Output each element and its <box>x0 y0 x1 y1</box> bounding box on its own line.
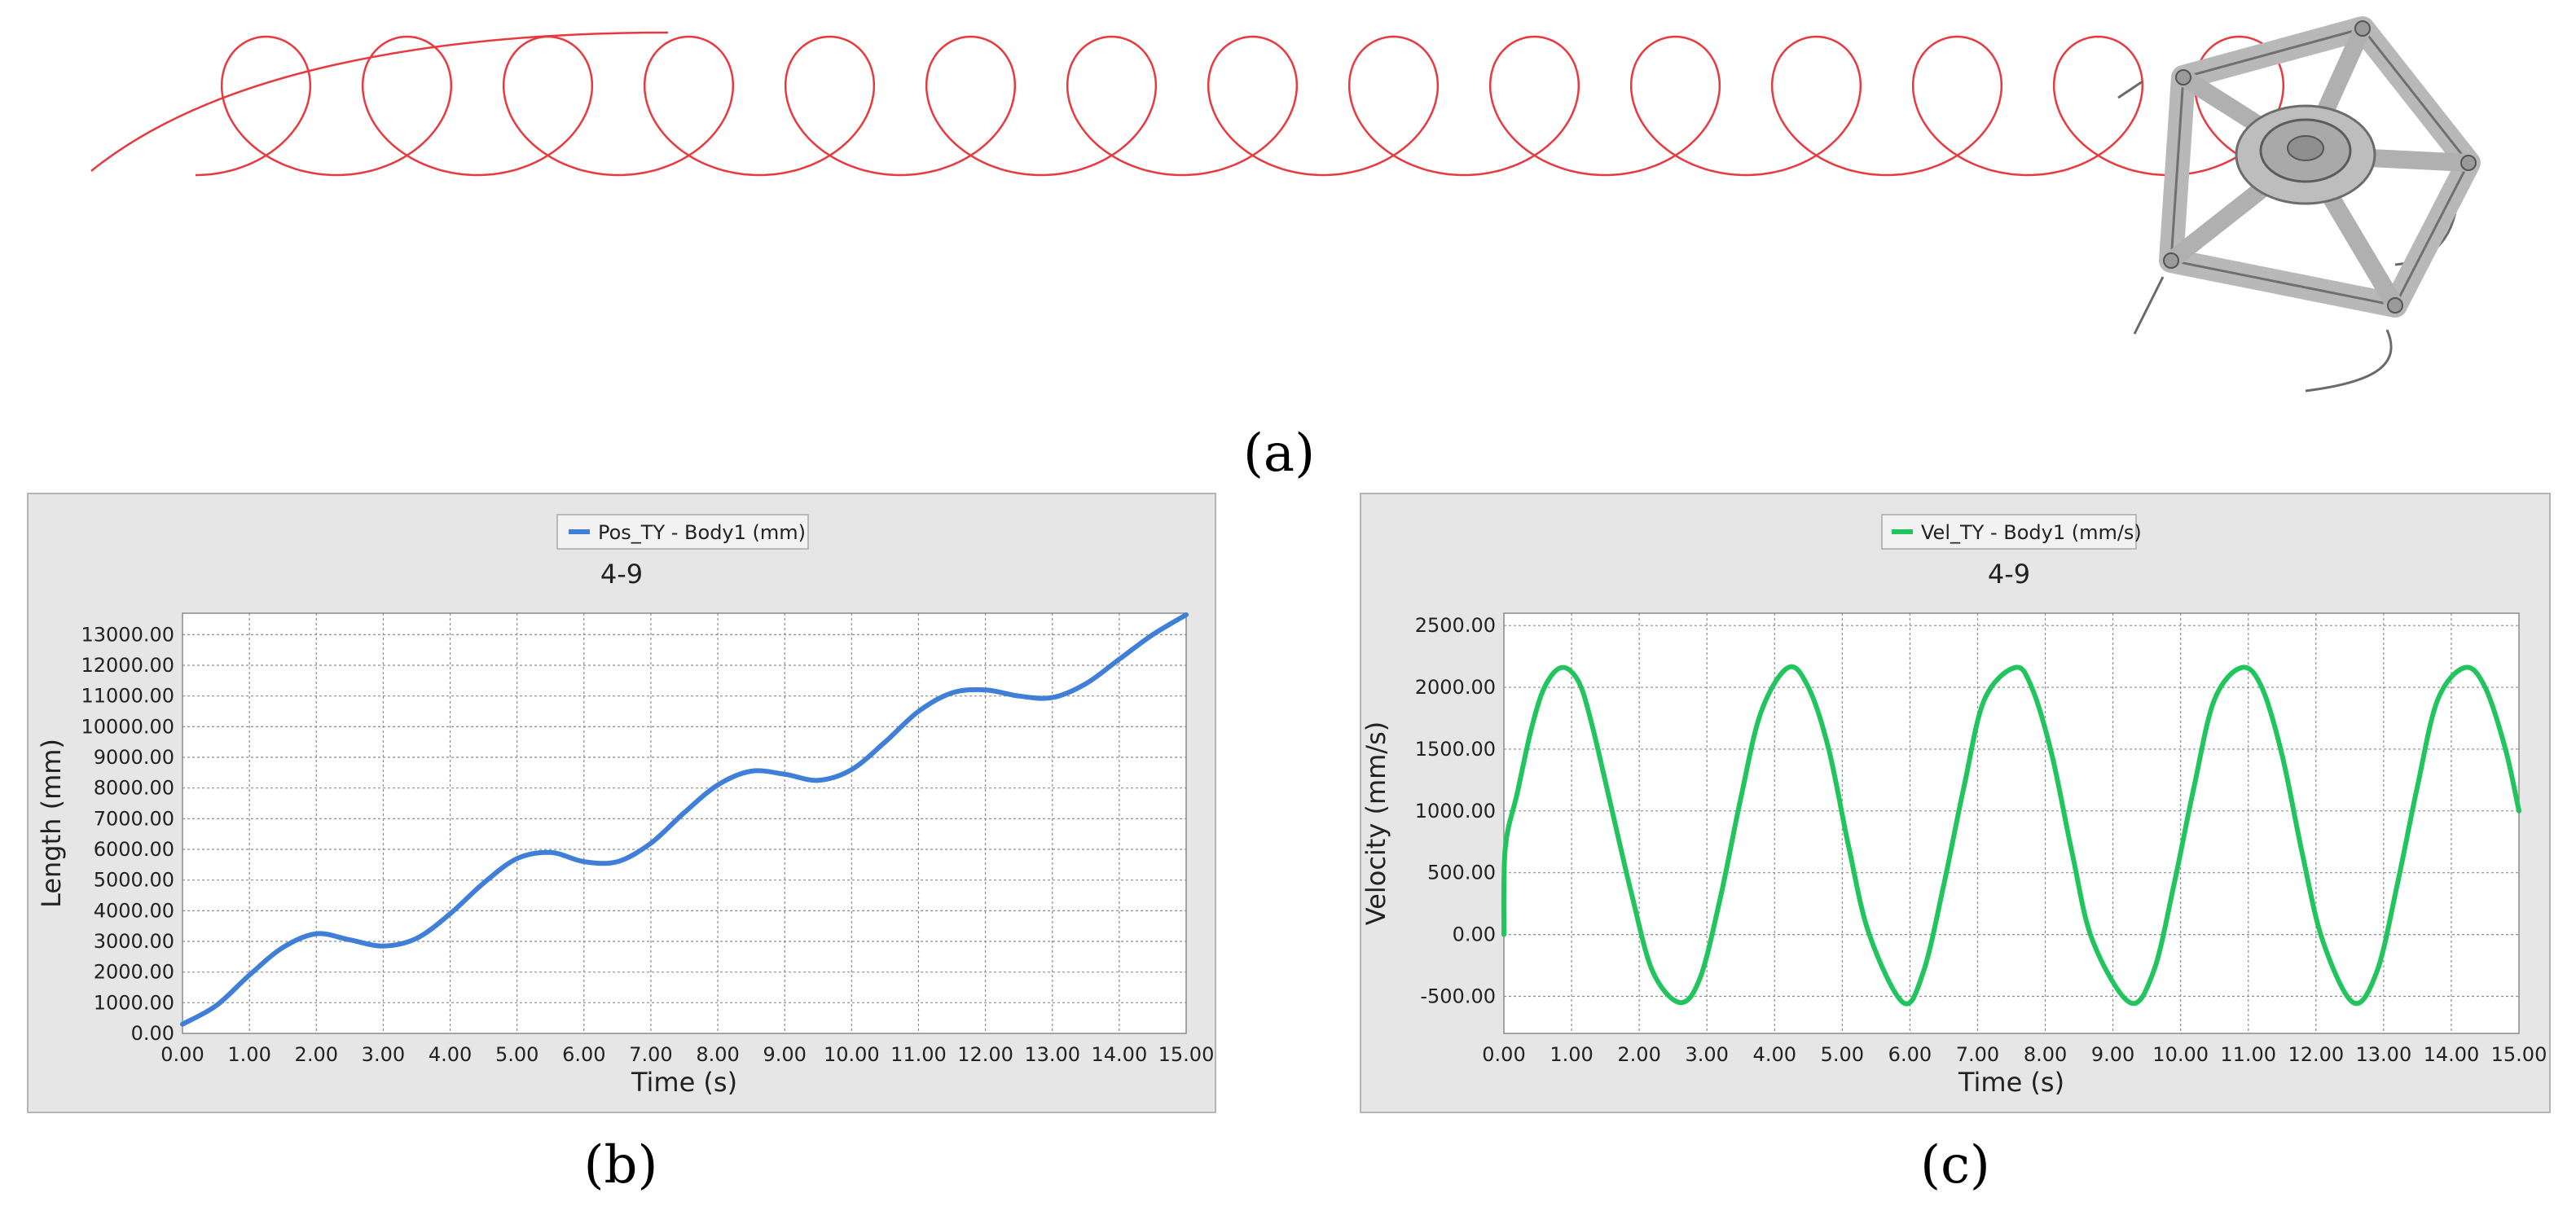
chart-b-ytick-label: 5000.00 <box>94 869 174 892</box>
chart-c-xticks: 0.00 1.00 2.00 3.00 4.00 5.00 6.00 7.00 8.00 9.00… <box>1482 1043 2547 1066</box>
chart-b: Pos_TY - Body1 (mm) 4-9 0.00 1.00 2.00 3.00… <box>27 493 1216 1113</box>
chart-c-xlabel: Time (s) <box>1958 1067 2064 1098</box>
chart-c-xtick-label: 15.00 <box>2491 1043 2547 1066</box>
chart-b-ytick-label: 7000.00 <box>94 807 174 830</box>
chart-c-ytick-label: 1500.00 <box>1415 738 1496 761</box>
chart-b-xtick-label: 4.00 <box>429 1043 472 1066</box>
chart-b-xtick-label: 15.00 <box>1158 1043 1215 1066</box>
chart-b-xtick-label: 10.00 <box>824 1043 880 1066</box>
chart-c-legend-box <box>1881 514 2137 550</box>
chart-c-ytick-label: 1000.00 <box>1415 800 1496 822</box>
chart-b-xtick-label: 1.00 <box>227 1043 270 1066</box>
chart-c-xtick-label: 11.00 <box>2220 1043 2276 1066</box>
chart-c-xtick-label: 3.00 <box>1685 1043 1728 1066</box>
trajectory-start-arc <box>90 31 669 172</box>
chart-c-xtick-label: 5.00 <box>1821 1043 1864 1066</box>
chart-c-ytick-label: 2500.00 <box>1415 614 1496 637</box>
chart-b-ytick-label: 4000.00 <box>94 899 174 922</box>
chart-b-ytick-label: 0.00 <box>131 1022 174 1045</box>
chart-c-xtick-label: 12.00 <box>2288 1043 2344 1066</box>
chart-b-xtick-label: 7.00 <box>629 1043 672 1066</box>
chart-b-grid <box>182 613 1186 1033</box>
chart-b-xtick-label: 8.00 <box>696 1043 739 1066</box>
chart-b-xtick-label: 0.00 <box>160 1043 204 1066</box>
chart-b-ytick-label: 3000.00 <box>94 930 174 953</box>
robot-joints <box>2163 20 2477 314</box>
chart-c-ytick-label: 500.00 <box>1427 862 1496 884</box>
chart-b-xtick-label: 9.00 <box>763 1043 806 1066</box>
chart-b-series-line <box>180 612 1189 1027</box>
chart-c-legend-label: Vel_TY - Body1 (mm/s) <box>1921 521 2142 544</box>
chart-c-xtick-label: 2.00 <box>1617 1043 1660 1066</box>
chart-c-ytick-label: 0.00 <box>1453 923 1496 946</box>
chart-c-yticks: -500.00 0.00 500.00 1000.00 1500.00 2000.00 25… <box>1415 614 1496 1007</box>
chart-c-title: 4-9 <box>1988 559 2030 590</box>
chart-b-xtick-label: 2.00 <box>295 1043 338 1066</box>
chart-c-xtick-label: 6.00 <box>1888 1043 1932 1066</box>
chart-b-legend: Pos_TY - Body1 (mm) <box>556 514 809 550</box>
chart-b-ytick-label: 9000.00 <box>94 746 174 769</box>
chart-b-ytick-label: 11000.00 <box>81 685 174 708</box>
chart-c-xtick-label: 13.00 <box>2356 1043 2412 1066</box>
chart-b-ytick-label: 8000.00 <box>94 777 174 800</box>
chart-c-xtick-label: 14.00 <box>2424 1043 2480 1066</box>
chart-b-xtick-label: 13.00 <box>1024 1043 1080 1066</box>
chart-c-ytick-label: 2000.00 <box>1415 676 1496 699</box>
chart-b-xticks: 0.00 1.00 2.00 3.00 4.00 5.00 6.00 7.00 8.00 9.00… <box>160 1043 1214 1066</box>
chart-c-xtick-label: 8.00 <box>2024 1043 2067 1066</box>
chart-b-ytick-label: 6000.00 <box>94 838 174 861</box>
chart-c-xtick-label: 1.00 <box>1550 1043 1593 1066</box>
chart-b-xtick-label: 11.00 <box>890 1043 947 1066</box>
chart-b-xtick-label: 14.00 <box>1092 1043 1148 1066</box>
chart-c-xtick-label: 4.00 <box>1753 1043 1796 1066</box>
chart-b-ytick-label: 1000.00 <box>94 991 174 1014</box>
chart-c-series-line <box>1501 664 2521 1007</box>
robot-hub <box>2235 104 2376 205</box>
chart-b-ytick-label: 2000.00 <box>94 961 174 984</box>
chart-c-ytick-label: -500.00 <box>1420 985 1496 1007</box>
chart-c-ylabel: Velocity (mm/s) <box>1361 722 1391 925</box>
chart-b-ytick-label: 12000.00 <box>81 654 174 677</box>
panel-label-c: (c) <box>1920 1135 1990 1195</box>
panel-label-b: (b) <box>584 1135 658 1195</box>
chart-c-xtick-label: 0.00 <box>1482 1043 1525 1066</box>
chart-b-ytick-label: 13000.00 <box>81 623 174 646</box>
robot-model <box>2117 16 2481 393</box>
panel-a-trajectory <box>90 31 2310 177</box>
chart-c-legend: Vel_TY - Body1 (mm/s) <box>1881 514 2142 550</box>
chart-c-xtick-label: 10.00 <box>2152 1043 2209 1066</box>
panel-label-a: (a) <box>1243 423 1315 484</box>
trajectory-path <box>195 35 2310 177</box>
chart-c-xtick-label: 7.00 <box>1956 1043 1999 1066</box>
chart-b-yticks: 0.00 1000.00 2000.00 3000.00 4000.00 5000.00 6… <box>81 623 174 1045</box>
chart-c-plot-area <box>1503 612 2520 1034</box>
chart-c: Vel_TY - Body1 (mm/s) 4-9 0.00 1.00 2.00 3.… <box>1360 493 2551 1113</box>
chart-b-xlabel: Time (s) <box>631 1067 737 1098</box>
chart-b-legend-label: Pos_TY - Body1 (mm) <box>598 521 806 544</box>
chart-b-ytick-label: 10000.00 <box>81 715 174 738</box>
chart-b-ylabel: Length (mm) <box>36 739 67 908</box>
chart-b-xtick-label: 3.00 <box>362 1043 405 1066</box>
chart-b-xtick-label: 12.00 <box>957 1043 1013 1066</box>
chart-b-title: 4-9 <box>600 559 643 590</box>
chart-b-plot-area <box>182 612 1187 1034</box>
chart-b-xtick-label: 6.00 <box>562 1043 605 1066</box>
chart-b-xtick-label: 5.00 <box>495 1043 538 1066</box>
chart-b-legend-box <box>556 514 809 550</box>
chart-c-xtick-label: 9.00 <box>2091 1043 2134 1066</box>
